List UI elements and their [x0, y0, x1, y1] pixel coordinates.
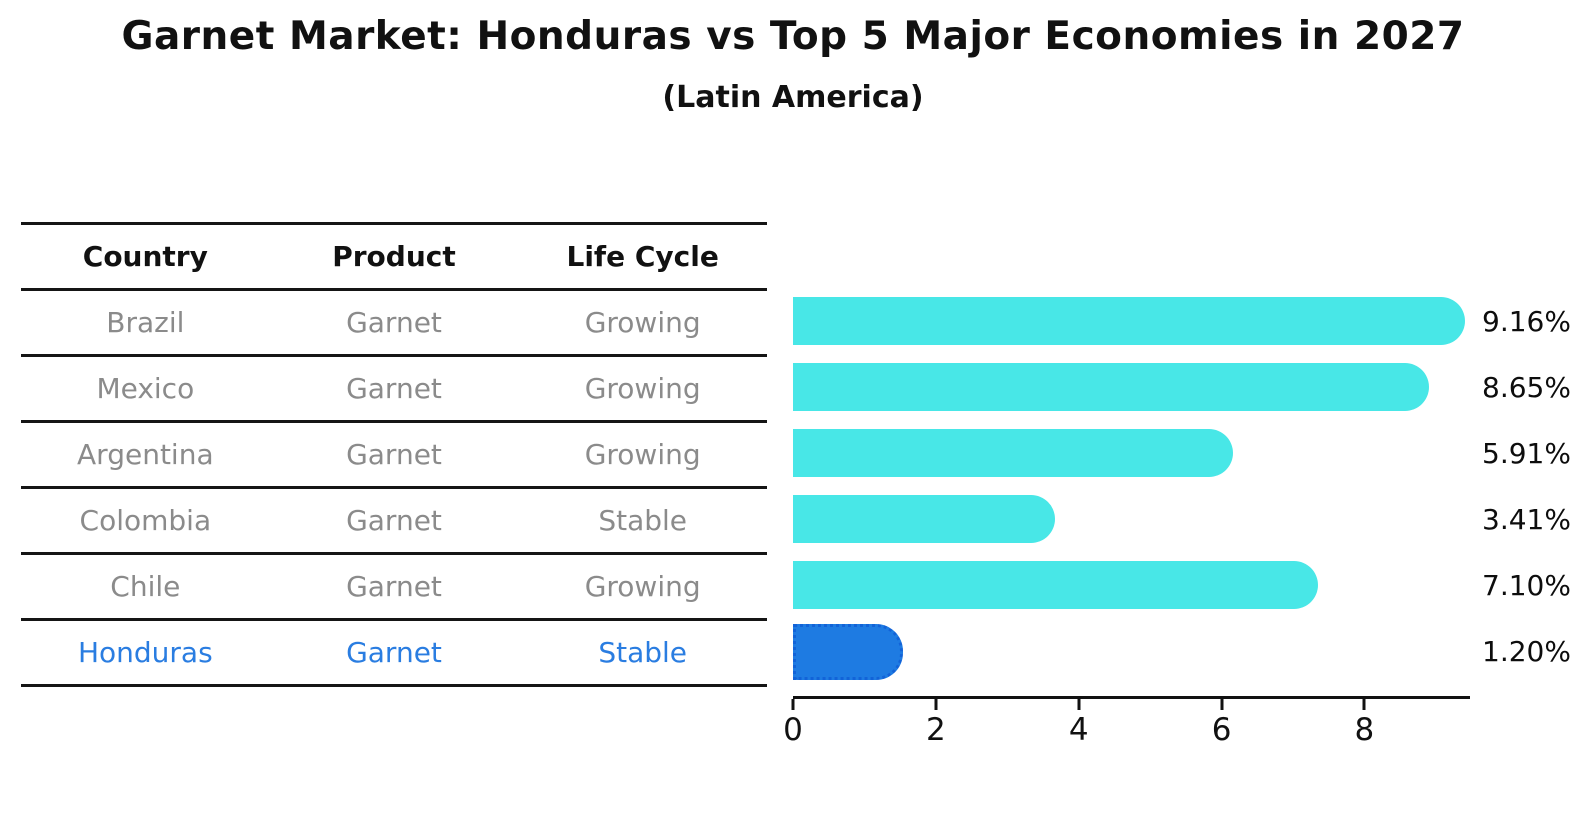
x-axis-tick-label: 2	[925, 712, 946, 748]
bar-honduras	[793, 624, 903, 680]
cell-product: Garnet	[346, 504, 442, 537]
x-axis-tick-label: 8	[1354, 712, 1375, 748]
value-label-honduras: 1.20%	[1482, 634, 1571, 668]
table-row-honduras: Honduras Garnet Stable	[21, 621, 767, 687]
bar-row-colombia	[793, 486, 1468, 552]
bar-row-honduras	[793, 618, 1468, 684]
cell-country: Argentina	[77, 438, 214, 471]
cell-product: Garnet	[346, 372, 442, 405]
bar-plot-area	[793, 288, 1468, 684]
country-table: Country Product Life Cycle Brazil Garnet…	[21, 222, 767, 687]
value-label-colombia: 3.41%	[1482, 502, 1571, 536]
bar-row-chile	[793, 552, 1468, 618]
value-label-argentina: 5.91%	[1482, 436, 1571, 470]
bar-brazil	[793, 297, 1466, 345]
cell-product: Garnet	[346, 636, 442, 669]
cell-life-cycle: Growing	[584, 570, 701, 603]
column-header-country: Country	[82, 240, 208, 273]
cell-country: Colombia	[79, 504, 212, 537]
x-axis-tick-label: 4	[1068, 712, 1089, 748]
cell-life-cycle: Growing	[584, 438, 701, 471]
bar-row-brazil	[793, 288, 1468, 354]
table-row-argentina: Argentina Garnet Growing	[21, 423, 767, 489]
x-axis-tick	[934, 699, 938, 710]
x-axis-tick	[791, 699, 795, 710]
table-row-mexico: Mexico Garnet Growing	[21, 357, 767, 423]
cell-country: Brazil	[106, 306, 185, 339]
chart-title: Garnet Market: Honduras vs Top 5 Major E…	[121, 14, 1465, 59]
value-label-mexico: 8.65%	[1482, 370, 1571, 404]
bar-row-mexico	[793, 354, 1468, 420]
column-header-product: Product	[332, 240, 456, 273]
cell-product: Garnet	[346, 570, 442, 603]
cell-country: Chile	[110, 570, 181, 603]
table-row-chile: Chile Garnet Growing	[21, 555, 767, 621]
table-row-brazil: Brazil Garnet Growing	[21, 291, 767, 357]
value-label-brazil: 9.16%	[1482, 304, 1571, 338]
table-header-row: Country Product Life Cycle	[21, 225, 767, 291]
bar-row-argentina	[793, 420, 1468, 486]
bar-argentina	[793, 429, 1234, 477]
x-axis-line	[793, 696, 1470, 699]
x-axis-tick	[1077, 699, 1081, 710]
column-header-life-cycle: Life Cycle	[566, 240, 719, 273]
cell-product: Garnet	[346, 438, 442, 471]
cell-life-cycle: Growing	[584, 306, 701, 339]
bar-mexico	[793, 363, 1429, 411]
x-axis-tick	[1220, 699, 1224, 710]
value-label-column: 9.16% 8.65% 5.91% 3.41% 7.10% 1.20%	[1482, 288, 1586, 684]
value-label-chile: 7.10%	[1482, 568, 1571, 602]
cell-life-cycle: Stable	[598, 504, 688, 537]
cell-country: Honduras	[77, 636, 213, 669]
x-axis-tick	[1362, 699, 1366, 710]
cell-country: Mexico	[96, 372, 195, 405]
bar-colombia	[793, 495, 1055, 543]
cell-life-cycle: Stable	[598, 636, 688, 669]
table-row-colombia: Colombia Garnet Stable	[21, 489, 767, 555]
chart-subtitle: (Latin America)	[662, 80, 924, 115]
cell-life-cycle: Growing	[584, 372, 701, 405]
cell-product: Garnet	[346, 306, 442, 339]
bar-chile	[793, 561, 1319, 609]
x-axis-tick-label: 0	[783, 712, 803, 748]
x-axis-tick-label: 6	[1211, 712, 1232, 748]
